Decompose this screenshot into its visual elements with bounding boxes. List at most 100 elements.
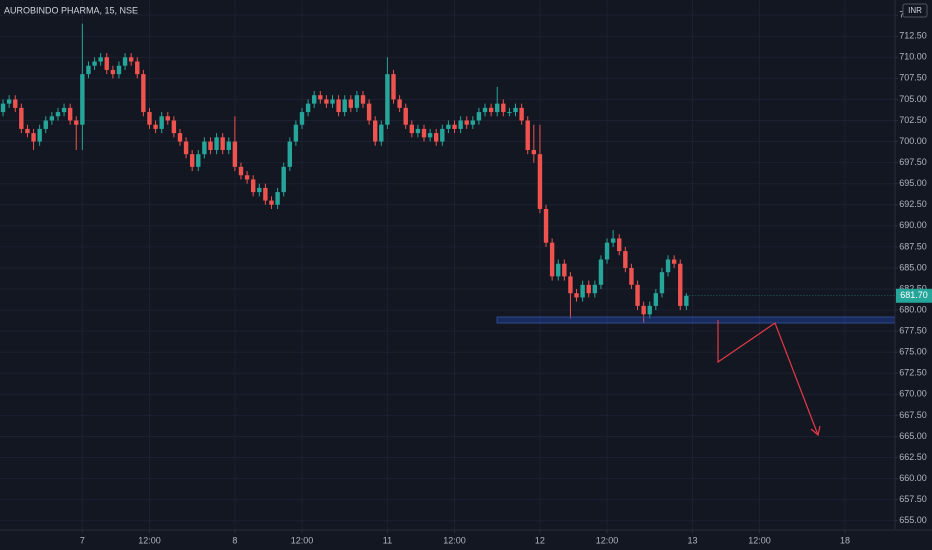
candle-body bbox=[391, 74, 396, 100]
y-tick-label: 657.50 bbox=[899, 494, 927, 504]
candle-body bbox=[13, 99, 18, 108]
candle-body bbox=[305, 103, 311, 113]
candle-body bbox=[232, 141, 238, 167]
candle-body bbox=[80, 74, 85, 125]
candle-body bbox=[598, 259, 604, 285]
y-tick-label: 660.00 bbox=[899, 473, 927, 483]
candle-body bbox=[488, 107, 494, 113]
candle-body bbox=[659, 272, 665, 294]
axes: 655.00 657.50 660.00 662.50 665.00 667.50 670.… bbox=[80, 10, 932, 545]
candle-body bbox=[360, 95, 366, 104]
candle-body bbox=[354, 95, 360, 108]
candle-body bbox=[67, 107, 73, 121]
y-tick-label: 687.50 bbox=[899, 241, 927, 251]
candle-body bbox=[519, 107, 524, 121]
y-tick-label: 680.00 bbox=[899, 304, 927, 314]
candle-body bbox=[427, 133, 433, 138]
candle-body bbox=[366, 103, 372, 121]
candle-body bbox=[415, 128, 421, 134]
candle-body bbox=[183, 141, 189, 155]
candle-body bbox=[556, 263, 561, 277]
candle-body bbox=[202, 141, 207, 155]
candle-body bbox=[43, 120, 48, 129]
candle-body bbox=[55, 112, 61, 117]
x-tick-label: 12:00 bbox=[443, 535, 466, 545]
candle-body bbox=[287, 141, 292, 167]
candle-body bbox=[684, 295, 689, 306]
x-tick-label: 13 bbox=[687, 535, 697, 545]
candle-body bbox=[586, 284, 591, 294]
candle-body bbox=[177, 133, 183, 142]
y-tick-label: 682.50 bbox=[899, 283, 927, 293]
arrow-head bbox=[810, 425, 821, 437]
grid bbox=[0, 0, 895, 530]
candle-body bbox=[409, 124, 415, 134]
candle-body bbox=[568, 276, 573, 294]
x-tick-label: 8 bbox=[232, 535, 237, 545]
y-tick-label: 667.50 bbox=[899, 410, 927, 420]
candle-body bbox=[336, 99, 341, 113]
candle-body bbox=[122, 57, 128, 66]
x-tick-label: 12 bbox=[535, 535, 545, 545]
candle-body bbox=[397, 99, 402, 108]
candle-body bbox=[311, 95, 317, 104]
candle-body bbox=[562, 263, 567, 277]
candle-body bbox=[281, 166, 286, 193]
candle-body bbox=[104, 57, 109, 70]
candle-body bbox=[6, 99, 12, 104]
candle-body bbox=[226, 141, 231, 150]
candle-body bbox=[513, 107, 518, 113]
candle-body bbox=[678, 263, 683, 306]
candle-body bbox=[214, 137, 219, 150]
y-tick-label: 655.00 bbox=[899, 515, 927, 525]
candle-body bbox=[385, 74, 390, 125]
candle-body bbox=[171, 120, 177, 134]
last-price-box bbox=[896, 288, 932, 303]
y-tick-label: 670.00 bbox=[899, 389, 927, 399]
y-tick-label: 662.50 bbox=[899, 452, 927, 462]
candle-body bbox=[446, 124, 451, 129]
candle-body bbox=[86, 65, 91, 75]
candle-body bbox=[574, 293, 579, 298]
candle-body bbox=[373, 120, 378, 142]
candle-body bbox=[165, 116, 170, 121]
candle-body bbox=[537, 154, 543, 209]
y-tick-label: 695.00 bbox=[899, 178, 927, 188]
candle-body bbox=[348, 99, 354, 108]
candle-body bbox=[671, 259, 677, 264]
candle-body bbox=[604, 242, 610, 260]
chart-title: AUROBINDO PHARMA, 15, NSE bbox=[4, 5, 138, 15]
candle-body bbox=[324, 99, 329, 104]
candle-body bbox=[434, 133, 439, 142]
candle-body bbox=[610, 238, 616, 243]
currency-box bbox=[902, 3, 928, 18]
candle-body bbox=[141, 74, 146, 113]
y-tick-label: 690.00 bbox=[899, 220, 927, 230]
candle-body bbox=[629, 267, 634, 285]
candle-body bbox=[110, 69, 116, 75]
candle-body bbox=[452, 124, 457, 129]
x-tick-label: 7 bbox=[80, 535, 85, 545]
candle-body bbox=[665, 259, 671, 273]
candle-body bbox=[189, 154, 195, 167]
candle-body bbox=[275, 192, 280, 205]
candle-body bbox=[135, 61, 140, 75]
x-tick-label: 12:00 bbox=[291, 535, 314, 545]
support-zone bbox=[496, 316, 896, 324]
candle-body bbox=[501, 103, 506, 113]
y-tick-label: 677.50 bbox=[899, 326, 927, 336]
candle-body bbox=[592, 284, 598, 294]
candle-body bbox=[495, 103, 500, 113]
candle-body bbox=[208, 141, 213, 150]
candle-body bbox=[269, 200, 274, 205]
candle-body bbox=[653, 293, 659, 306]
candle-body bbox=[318, 95, 323, 100]
y-tick-label: 697.50 bbox=[899, 157, 927, 167]
candle-body bbox=[220, 137, 225, 150]
candle-body bbox=[531, 149, 537, 155]
candle-body bbox=[153, 124, 158, 129]
candle-body bbox=[330, 99, 335, 104]
y-tick-label: 692.50 bbox=[899, 199, 927, 209]
